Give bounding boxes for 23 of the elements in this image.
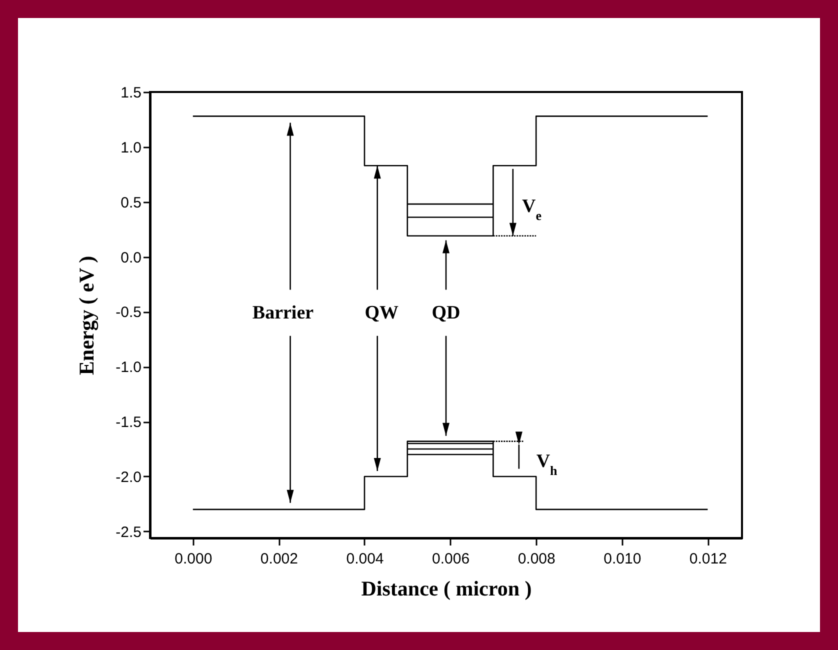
x-tick-label: 0.004 xyxy=(346,550,384,568)
y-tick-label: -1.5 xyxy=(116,414,142,432)
annotation: V$_{h}$ xyxy=(536,451,558,478)
x-tick-label: 0.010 xyxy=(604,550,642,568)
y-tick-label: -2.0 xyxy=(116,468,142,486)
y-tick-label: 0.0 xyxy=(120,249,142,266)
y-tick-label: -2.5 xyxy=(116,524,142,541)
annotation: QD xyxy=(432,302,460,324)
x-tick-label: 0.000 xyxy=(174,550,212,568)
y-tick-label: 1.5 xyxy=(120,84,142,102)
annotation: V$_{e}$ xyxy=(522,196,542,223)
x-axis-title: Distance ( micron ) xyxy=(361,576,532,600)
y-axis-title: Energy ( eV ) xyxy=(74,256,99,376)
annotation: QW xyxy=(364,302,399,324)
x-tick-label: 0.006 xyxy=(432,550,470,568)
x-tick-label: 0.008 xyxy=(518,550,556,568)
x-tick-label: 0.002 xyxy=(260,550,298,568)
y-tick-label: 1.0 xyxy=(120,139,142,156)
y-tick-label: 0.5 xyxy=(120,194,142,212)
y-tick-label: -1.0 xyxy=(116,359,142,376)
y-tick-label: -0.5 xyxy=(116,304,142,322)
x-tick-label: 0.012 xyxy=(689,550,727,568)
annotation: Barrier xyxy=(252,302,314,324)
